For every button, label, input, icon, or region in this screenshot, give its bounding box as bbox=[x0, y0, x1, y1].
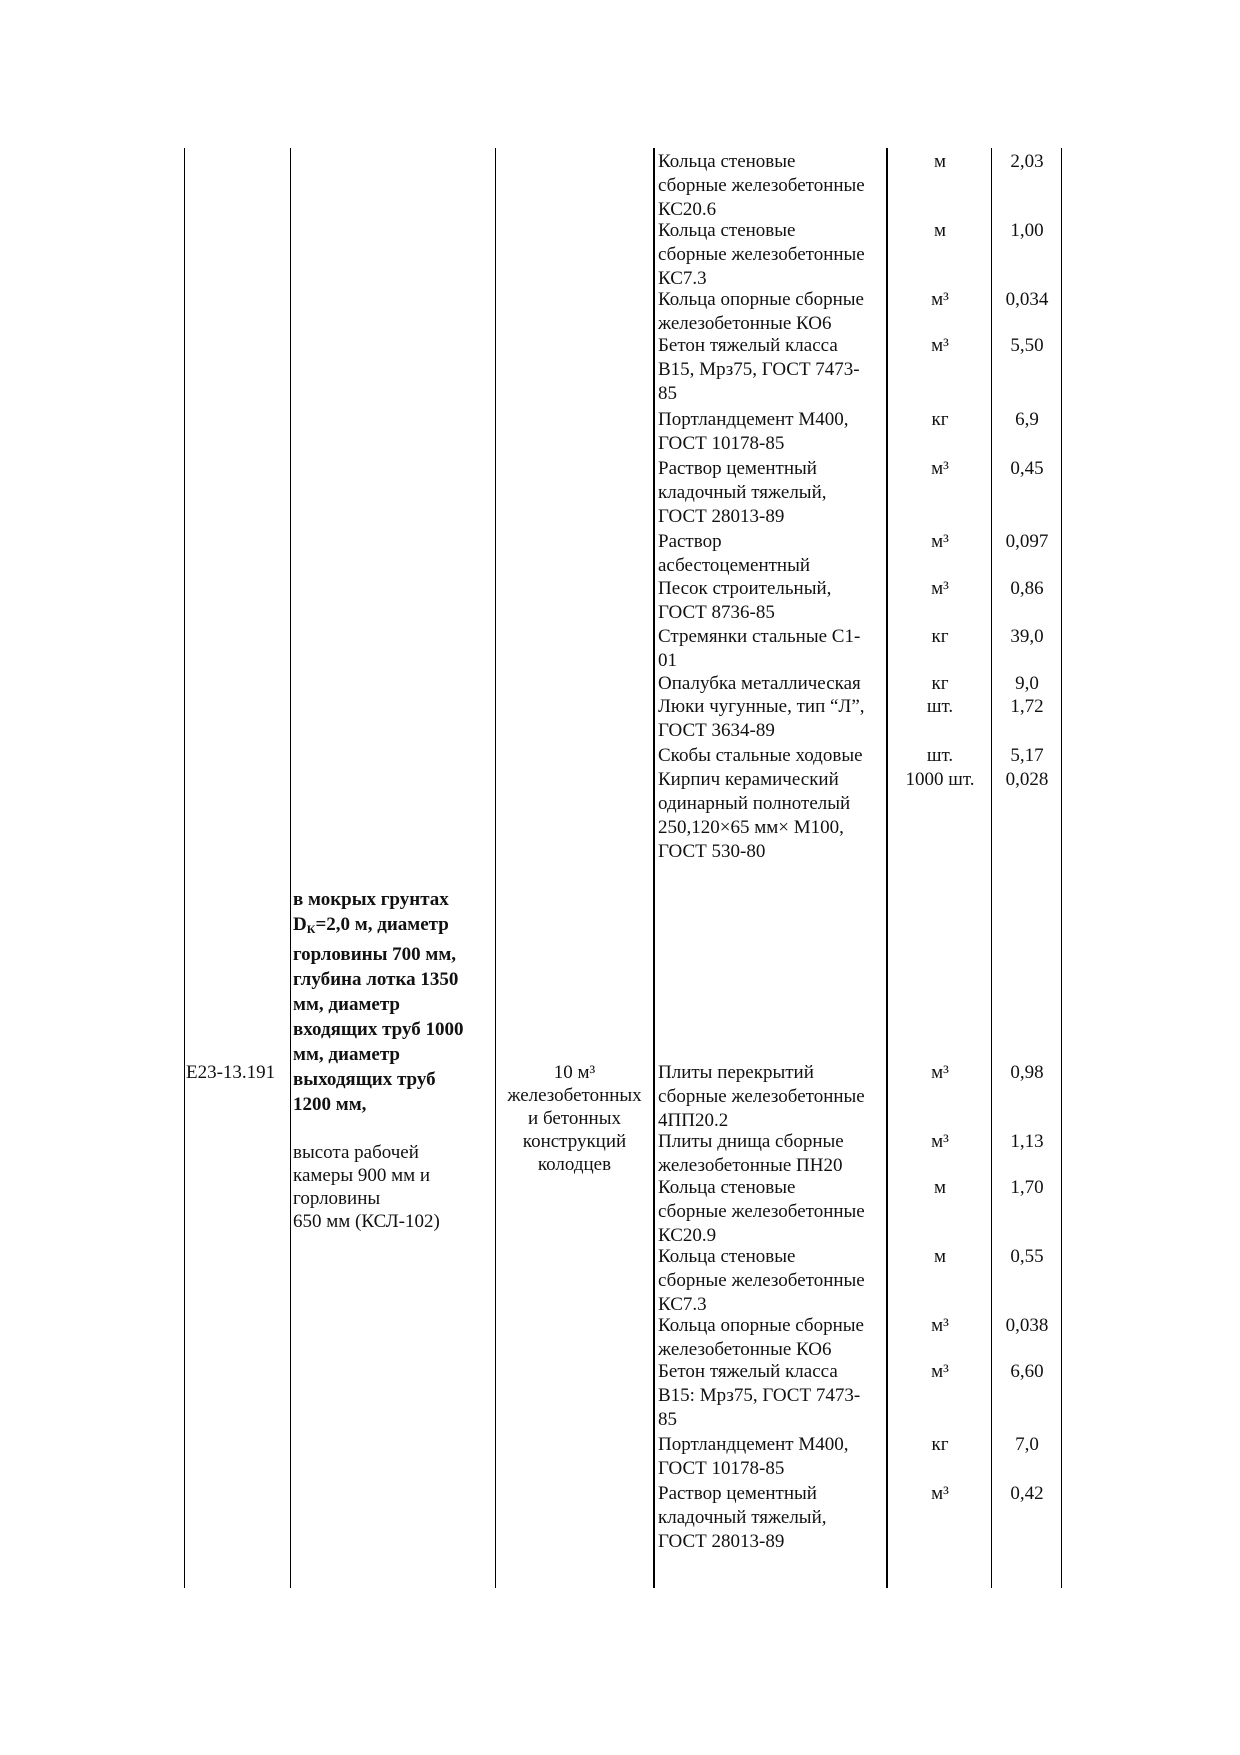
table-border bbox=[1061, 148, 1062, 1588]
resource-quantity: 0,55 bbox=[1010, 1246, 1044, 1267]
resource-unit: м³ bbox=[931, 335, 949, 356]
column-divider bbox=[290, 148, 291, 1588]
resource-quantity: 39,0 bbox=[1010, 626, 1044, 647]
resource-unit: кг bbox=[931, 1434, 949, 1455]
resource-name: Песок строительный, ГОСТ 8736-85 bbox=[658, 578, 832, 623]
resource-quantity: 1,13 bbox=[1010, 1131, 1044, 1152]
resource-unit: шт. bbox=[926, 696, 954, 717]
resource-quantity: 0,45 bbox=[1010, 458, 1044, 479]
description-bold-line: в мокрых грунтах bbox=[293, 889, 449, 910]
column-divider bbox=[653, 148, 655, 1588]
description-bold-line: горловины 700 мм, bbox=[293, 944, 457, 965]
description-bold-line: DК=2,0 м, диаметр bbox=[293, 914, 449, 936]
description-bold-line: выходящих труб bbox=[293, 1069, 436, 1090]
column-divider bbox=[495, 148, 496, 1588]
resource-name: Кольца стеновые сборные железобетонные К… bbox=[658, 220, 865, 289]
resource-quantity: 1,70 bbox=[1010, 1177, 1044, 1198]
resource-unit: м³ bbox=[931, 578, 949, 599]
resource-quantity: 5,17 bbox=[1010, 745, 1044, 766]
resource-name: Кольца опорные сборные железобетонные КО… bbox=[658, 289, 864, 334]
resource-name: Кольца стеновые сборные железобетонные К… bbox=[658, 151, 865, 220]
resource-name: Плиты днища сборные железобетонные ПН20 bbox=[658, 1131, 844, 1176]
resource-name: Плиты перекрытий сборные железобетонные … bbox=[658, 1062, 865, 1131]
description-bold-line: 1200 мм, bbox=[293, 1094, 367, 1115]
resource-quantity: 0,034 bbox=[1005, 289, 1049, 310]
resource-quantity: 6,9 bbox=[1015, 409, 1039, 430]
resource-unit: м³ bbox=[931, 1062, 949, 1083]
resource-unit: м bbox=[933, 151, 947, 172]
resource-quantity: 0,097 bbox=[1005, 531, 1049, 552]
description-bold-line: мм, диаметр bbox=[293, 994, 400, 1015]
resource-quantity: 2,03 bbox=[1010, 151, 1044, 172]
description-bold-line: мм, диаметр bbox=[293, 1044, 400, 1065]
resource-quantity: 7,0 bbox=[1015, 1434, 1039, 1455]
resource-name: Портландцемент М400, ГОСТ 10178-85 bbox=[658, 409, 849, 454]
resource-unit: м bbox=[933, 1177, 947, 1198]
column-divider bbox=[991, 148, 992, 1588]
resource-name: Раствор асбестоцементный bbox=[658, 531, 811, 576]
resource-unit: м³ bbox=[931, 458, 949, 479]
resource-unit: м bbox=[933, 220, 947, 241]
resource-name: Кольца стеновые сборные железобетонные К… bbox=[658, 1246, 865, 1315]
norm-description: в мокрых грунтах DК=2,0 м, диаметр горлови… bbox=[293, 863, 493, 1257]
resource-unit: кг bbox=[931, 673, 949, 694]
resource-quantity: 6,60 bbox=[1010, 1361, 1044, 1382]
resource-name: Раствор цементный кладочный тяжелый, ГОС… bbox=[658, 1483, 827, 1552]
resource-quantity: 1,72 bbox=[1010, 696, 1044, 717]
resource-unit: м³ bbox=[931, 1315, 949, 1336]
resource-unit: кг bbox=[931, 626, 949, 647]
resource-name: Кольца стеновые сборные железобетонные К… bbox=[658, 1177, 865, 1246]
resource-quantity: 5,50 bbox=[1010, 335, 1044, 356]
resource-unit: шт. bbox=[926, 745, 954, 766]
resource-name: Кольца опорные сборные железобетонные КО… bbox=[658, 1315, 864, 1360]
resource-name: Стремянки стальные С1- 01 bbox=[658, 626, 861, 671]
resource-quantity: 0,028 bbox=[1005, 769, 1049, 790]
resource-quantity: 1,00 bbox=[1010, 220, 1044, 241]
resource-quantity: 0,038 bbox=[1005, 1315, 1049, 1336]
measure-unit: 10 м³ железобетонных и бетонных конструк… bbox=[507, 1062, 642, 1175]
resource-quantity: 9,0 bbox=[1015, 673, 1039, 694]
resource-name: Скобы стальные ходовые bbox=[658, 745, 863, 766]
resource-unit: м³ bbox=[931, 289, 949, 310]
resource-name: Бетон тяжелый класса В15: Мрз75, ГОСТ 74… bbox=[658, 1361, 861, 1430]
description-bold-line: глубина лотка 1350 bbox=[293, 969, 459, 990]
resource-name: Портландцемент М400, ГОСТ 10178-85 bbox=[658, 1434, 849, 1479]
resource-unit: м³ bbox=[931, 1483, 949, 1504]
resource-name: Люки чугунные, тип “Л”, ГОСТ 3634-89 bbox=[658, 696, 865, 741]
resource-name: Бетон тяжелый класса В15, Мрз75, ГОСТ 74… bbox=[658, 335, 860, 404]
resource-unit: м bbox=[933, 1246, 947, 1267]
resource-quantity: 0,98 bbox=[1010, 1062, 1044, 1083]
resource-name: Кирпич керамический одинарный полнотелый… bbox=[658, 769, 851, 862]
description-bold: в мокрых грунтах DК=2,0 м, диаметр горлови… bbox=[293, 887, 493, 1117]
table-border bbox=[184, 148, 185, 1588]
resource-unit: м³ bbox=[931, 1131, 949, 1152]
resource-name: Опалубка металлическая bbox=[658, 673, 861, 694]
column-divider bbox=[886, 148, 888, 1588]
resource-unit: м³ bbox=[931, 531, 949, 552]
resource-unit: 1000 шт. bbox=[905, 769, 975, 790]
resource-name: Раствор цементный кладочный тяжелый, ГОС… bbox=[658, 458, 827, 527]
resource-quantity: 0,42 bbox=[1010, 1483, 1044, 1504]
resource-unit: кг bbox=[931, 409, 949, 430]
resource-unit: м³ bbox=[931, 1361, 949, 1382]
description-bold-line: входящих труб 1000 bbox=[293, 1019, 464, 1040]
norm-code: Е23-13.191 bbox=[186, 1062, 276, 1083]
resource-quantity: 0,86 bbox=[1010, 578, 1044, 599]
description-normal: высота рабочей камеры 900 мм и горловины… bbox=[293, 1142, 440, 1232]
